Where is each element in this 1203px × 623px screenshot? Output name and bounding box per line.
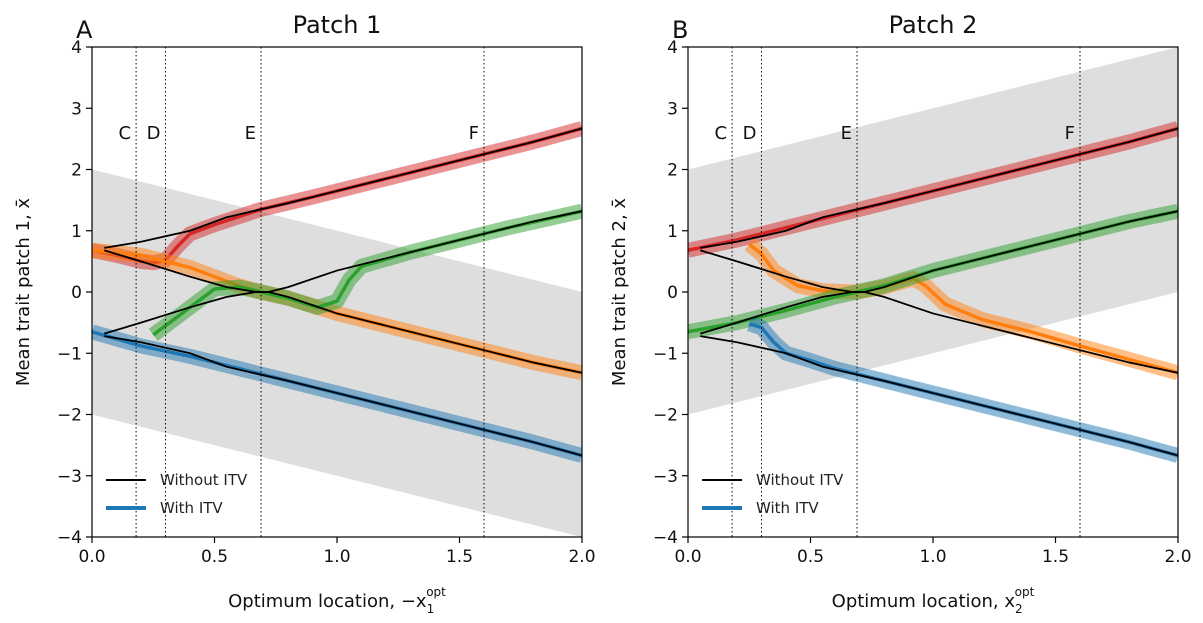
- panel-b-letter: B: [672, 16, 688, 44]
- panel-a-ylabel: Mean trait patch 1, x̄: [13, 198, 34, 386]
- xtick-label-a-4: 2.0: [568, 547, 595, 567]
- without-itv-line-b-2: [699, 210, 1178, 335]
- vline-label-b-D: D: [743, 123, 757, 144]
- ytick-label-a-1: −3: [57, 467, 82, 487]
- ytick-label-b-5: 1: [667, 222, 678, 242]
- vline-label-b-E: E: [841, 123, 852, 144]
- ytick-label-a-6: 2: [71, 161, 82, 181]
- without-itv-line-b-3: [700, 335, 1178, 457]
- ytick-label-b-1: −3: [653, 467, 678, 487]
- panel-a-legend: Without ITV With ITV: [106, 471, 248, 517]
- ytick-label-b-3: −1: [653, 344, 678, 364]
- without-itv-line-a-0: [104, 127, 582, 249]
- xtick-label-a-2: 1.0: [323, 547, 350, 567]
- vline-label-b-F: F: [1065, 123, 1075, 144]
- ytick-label-b-7: 3: [667, 99, 678, 119]
- xtick-label-b-1: 0.5: [797, 547, 824, 567]
- xtick-label-b-2: 1.0: [919, 547, 946, 567]
- legend-label-a-0: Without ITV: [160, 471, 248, 489]
- panel-a-letter: A: [76, 16, 93, 44]
- without-itv-line-a-1: [103, 249, 582, 374]
- ytick-label-a-0: −4: [57, 528, 82, 548]
- ytick-label-b-2: −2: [653, 406, 678, 426]
- ytick-label-b-0: −4: [653, 528, 678, 548]
- ytick-label-b-4: 0: [667, 283, 678, 303]
- optimum-band-a: [92, 169, 582, 537]
- without-itv-line-a-2: [103, 210, 582, 335]
- legend-label-a-1: With ITV: [160, 499, 223, 517]
- xtick-label-b-4: 2.0: [1164, 547, 1191, 567]
- legend-label-b-0: Without ITV: [756, 471, 844, 489]
- vline-label-a-F: F: [469, 123, 479, 144]
- ytick-label-a-4: 0: [71, 283, 82, 303]
- xtick-label-b-3: 1.5: [1042, 547, 1069, 567]
- vline-label-a-C: C: [119, 123, 132, 144]
- without-itv-line-b-1: [699, 249, 1178, 374]
- ytick-label-a-5: 1: [71, 222, 82, 242]
- ytick-label-a-7: 3: [71, 99, 82, 119]
- xtick-label-a-1: 0.5: [201, 547, 228, 567]
- without-itv-line-a-3: [104, 335, 582, 457]
- ytick-label-a-3: −1: [57, 344, 82, 364]
- xtick-label-a-0: 0.0: [78, 547, 105, 567]
- vline-label-a-E: E: [245, 123, 256, 144]
- ytick-label-a-2: −2: [57, 406, 82, 426]
- optimum-band-b: [688, 47, 1178, 415]
- panel-b-title: Patch 2: [889, 11, 978, 39]
- ytick-label-b-8: 4: [667, 38, 678, 58]
- xtick-label-b-0: 0.0: [674, 547, 701, 567]
- without-itv-line-b-0: [700, 127, 1178, 249]
- ytick-label-b-6: 2: [667, 161, 678, 181]
- ytick-label-a-8: 4: [71, 38, 82, 58]
- panel-a: 0.0 0.5 1.0 1.5 2.0 −4 −3 −2 −1 0 1 2 3 4 A Patch 1 M…: [13, 11, 596, 616]
- legend-label-b-1: With ITV: [756, 499, 819, 517]
- vline-label-a-D: D: [147, 123, 161, 144]
- xtick-label-a-3: 1.5: [446, 547, 473, 567]
- panel-b-xlabel: Optimum location, x2opt: [832, 585, 1035, 616]
- panel-a-xlabel: Optimum location, −x1opt: [228, 585, 446, 616]
- panel-b-legend: Without ITV With ITV: [702, 471, 844, 517]
- panel-b-ylabel: Mean trait patch 2, x̄: [609, 198, 630, 386]
- vline-label-b-C: C: [715, 123, 728, 144]
- panel-a-title: Patch 1: [293, 11, 382, 39]
- panel-b: 0.0 0.5 1.0 1.5 2.0 −4 −3 −2 −1 0 1 2 3 4 B Patch 2 M…: [609, 11, 1192, 616]
